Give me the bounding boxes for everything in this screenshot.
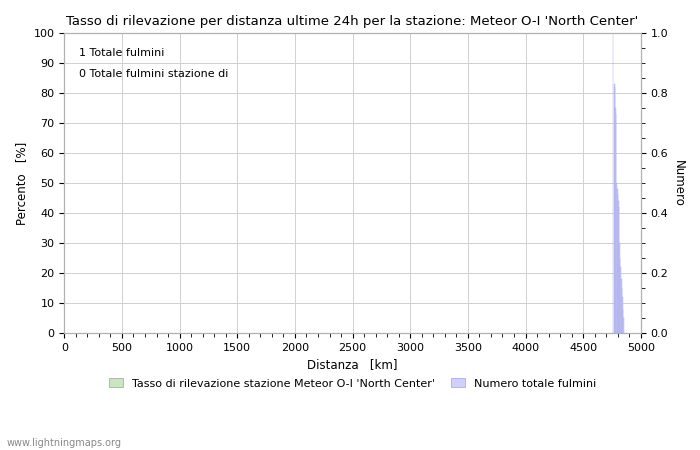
Text: www.lightningmaps.org: www.lightningmaps.org	[7, 438, 122, 448]
Text: 0 Totale fulmini stazione di: 0 Totale fulmini stazione di	[78, 69, 228, 79]
Text: 1 Totale fulmini: 1 Totale fulmini	[78, 48, 164, 58]
Title: Tasso di rilevazione per distanza ultime 24h per la stazione: Meteor O-I 'North : Tasso di rilevazione per distanza ultime…	[66, 15, 638, 28]
Y-axis label: Percento   [%]: Percento [%]	[15, 141, 28, 225]
Legend: Tasso di rilevazione stazione Meteor O-I 'North Center', Numero totale fulmini: Tasso di rilevazione stazione Meteor O-I…	[105, 374, 600, 393]
X-axis label: Distanza   [km]: Distanza [km]	[307, 358, 398, 371]
Y-axis label: Numero: Numero	[672, 160, 685, 207]
